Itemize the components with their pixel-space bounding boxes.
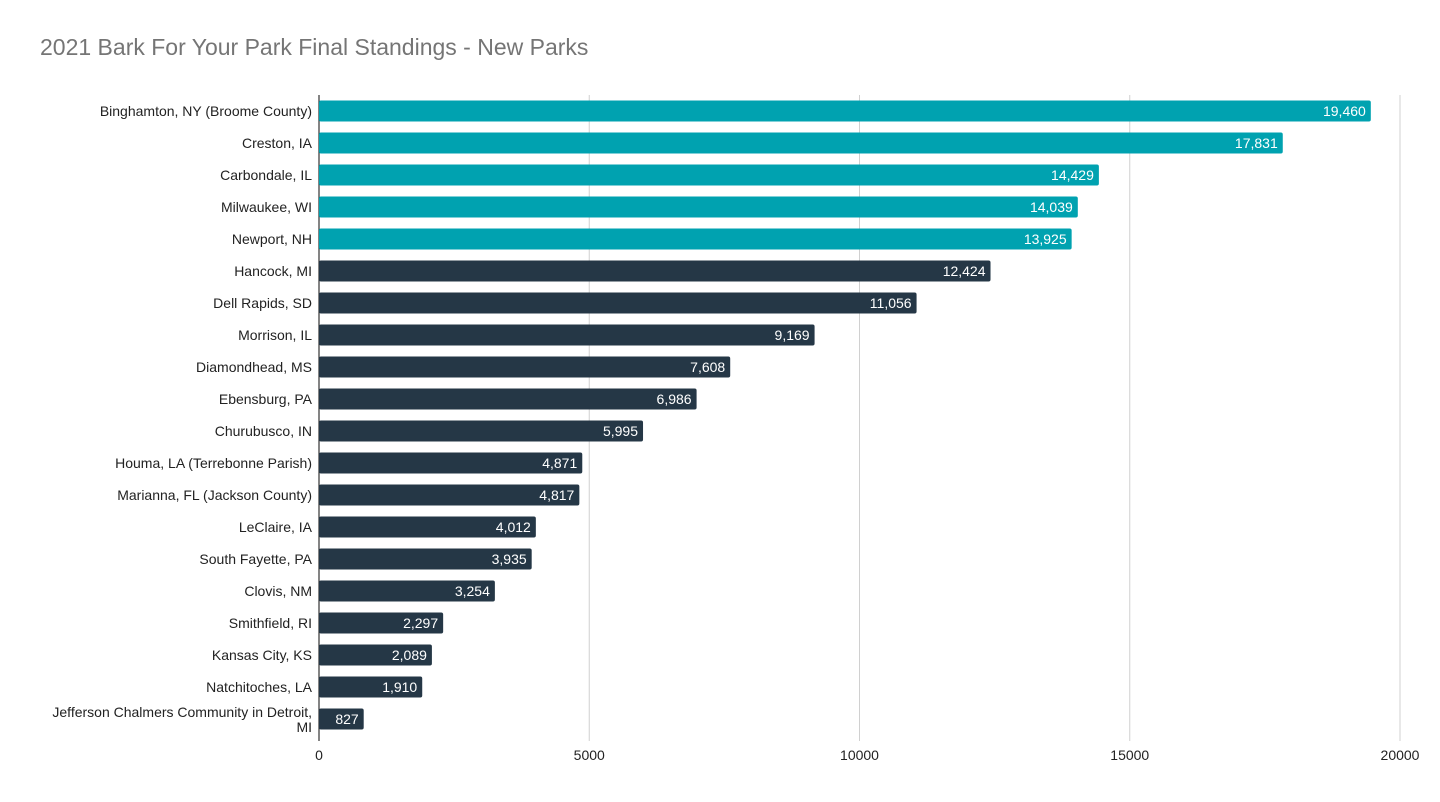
- category-label: Smithfield, RI: [229, 615, 312, 631]
- bar: [319, 420, 644, 442]
- bar: [319, 132, 1283, 154]
- category-label: Dell Rapids, SD: [213, 295, 312, 311]
- bar: [319, 644, 432, 666]
- category-label: South Fayette, PA: [199, 551, 312, 567]
- bar-value-label: 4,817: [539, 487, 574, 503]
- bar-value-label: 14,039: [1030, 199, 1073, 215]
- bar-value-label: 2,089: [392, 647, 427, 663]
- category-label: Kansas City, KS: [212, 647, 312, 663]
- bar-value-label: 14,429: [1051, 167, 1094, 183]
- bar: [319, 292, 917, 314]
- bar: [319, 196, 1078, 218]
- category-label: Hancock, MI: [234, 263, 312, 279]
- bar-value-label: 6,986: [657, 391, 692, 407]
- category-label: LeClaire, IA: [239, 519, 313, 535]
- bar: [319, 164, 1099, 186]
- category-label: Marianna, FL (Jackson County): [117, 487, 312, 503]
- category-label: Creston, IA: [242, 135, 313, 151]
- bar: [319, 484, 580, 506]
- category-label: Diamondhead, MS: [196, 359, 312, 375]
- chart-title: 2021 Bark For Your Park Final Standings …: [40, 34, 589, 60]
- bar-value-label: 1,910: [382, 679, 417, 695]
- category-label: Milwaukee, WI: [221, 199, 312, 215]
- category-label: Jefferson Chalmers Community in Detroit,…: [52, 704, 312, 735]
- category-label: Houma, LA (Terrebonne Parish): [115, 455, 312, 471]
- category-label: Ebensburg, PA: [219, 391, 313, 407]
- category-label: Morrison, IL: [238, 327, 312, 343]
- bar-value-label: 2,297: [403, 615, 438, 631]
- x-tick-label: 10000: [840, 747, 879, 763]
- bar: [319, 100, 1371, 122]
- bar-value-label: 9,169: [775, 327, 810, 343]
- category-label: Carbondale, IL: [220, 167, 312, 183]
- bar: [319, 388, 697, 410]
- bar-value-label: 3,254: [455, 583, 490, 599]
- bar-value-label: 17,831: [1235, 135, 1278, 151]
- bar-value-label: 827: [335, 711, 359, 727]
- bar: [319, 452, 583, 474]
- bar: [319, 580, 495, 602]
- category-label: Binghamton, NY (Broome County): [100, 103, 312, 119]
- x-tick-label: 15000: [1110, 747, 1149, 763]
- bar: [319, 676, 423, 698]
- bar-value-label: 7,608: [690, 359, 725, 375]
- bar: [319, 356, 731, 378]
- category-label: Clovis, NM: [244, 583, 312, 599]
- value-labels: 19,460 17,831 14,429 14,039 13,925 12,424 11,0…: [335, 103, 1366, 727]
- bar-value-label: 4,012: [496, 519, 531, 535]
- bar: [319, 260, 991, 282]
- gridlines: [318, 95, 1401, 741]
- x-tick-label: 20000: [1381, 747, 1420, 763]
- bar: [319, 516, 536, 538]
- category-label: Natchitoches, LA: [206, 679, 312, 695]
- category-labels: Binghamton, NY (Broome County) Creston, I…: [52, 103, 312, 735]
- bar-value-label: 13,925: [1024, 231, 1067, 247]
- bar: [319, 548, 532, 570]
- bar: [319, 708, 364, 730]
- bar: [319, 324, 815, 346]
- bar-value-label: 12,424: [943, 263, 986, 279]
- bar-value-label: 11,056: [870, 295, 912, 311]
- bar: [319, 612, 444, 634]
- x-tick-label: 0: [315, 747, 323, 763]
- bars: [319, 100, 1371, 730]
- category-label: Newport, NH: [232, 231, 312, 247]
- bar-value-label: 5,995: [603, 423, 638, 439]
- bar-value-label: 3,935: [492, 551, 527, 567]
- bar-value-label: 4,871: [542, 455, 577, 471]
- x-axis-ticks: 0 5000 10000 15000 20000: [315, 747, 1420, 763]
- category-label: Churubusco, IN: [215, 423, 312, 439]
- bar-value-label: 19,460: [1323, 103, 1366, 119]
- x-tick-label: 5000: [574, 747, 605, 763]
- bar: [319, 228, 1072, 250]
